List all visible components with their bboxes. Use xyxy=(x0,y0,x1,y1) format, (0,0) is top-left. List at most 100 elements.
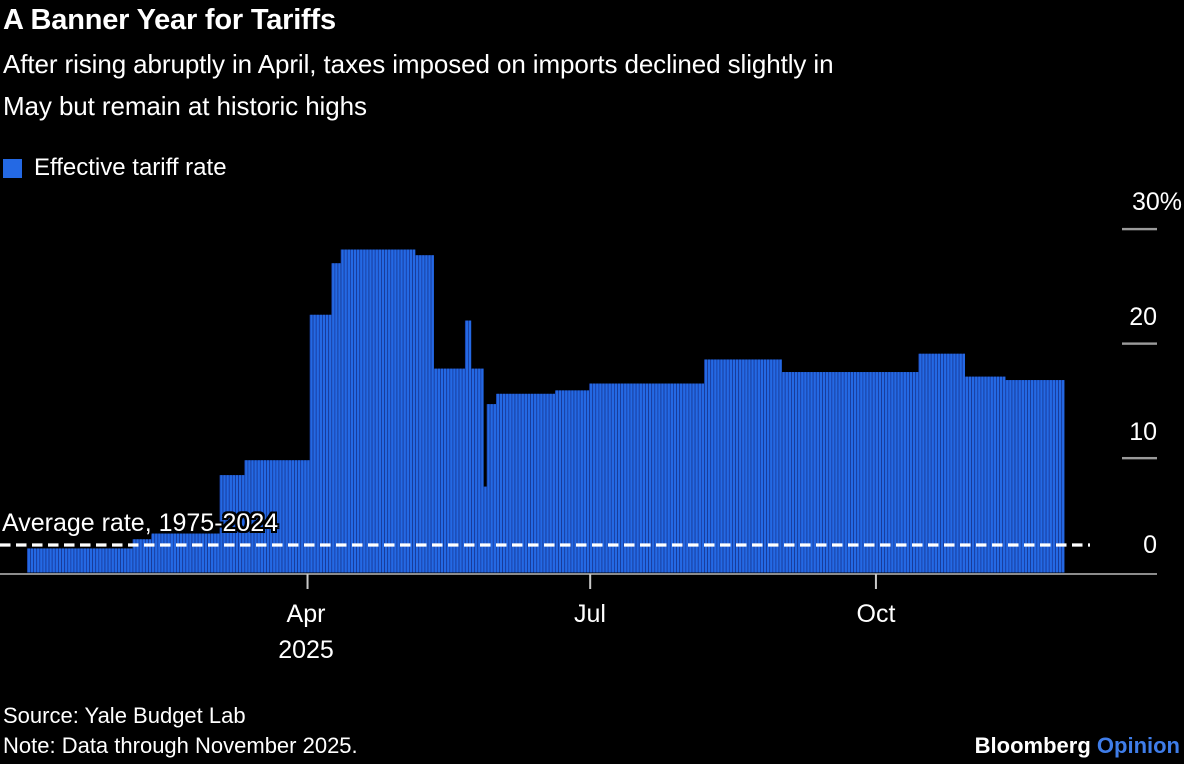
bar-day xyxy=(593,383,596,573)
x-axis-tick xyxy=(589,574,592,589)
bar-day xyxy=(1052,380,1056,573)
bar-day xyxy=(965,376,969,573)
bar-day xyxy=(735,359,739,573)
bar-day xyxy=(956,353,959,573)
bar-day xyxy=(763,359,767,573)
bar-day xyxy=(863,372,866,573)
bar-day xyxy=(1027,380,1031,573)
bar-day xyxy=(732,359,736,573)
bar-day xyxy=(853,372,857,573)
bar-day xyxy=(217,533,220,573)
bar-day xyxy=(999,376,1003,573)
bar-day xyxy=(173,533,177,573)
bar-day xyxy=(298,460,301,573)
bar-day xyxy=(114,548,118,573)
bar-day xyxy=(378,249,382,573)
bar-day xyxy=(453,368,456,573)
bar-day xyxy=(406,249,410,573)
bar-day xyxy=(624,383,627,573)
bar-day xyxy=(124,548,127,573)
bar-day xyxy=(912,372,916,573)
bar-day xyxy=(947,353,950,573)
chart-subtitle-line1: After rising abruptly in April, taxes im… xyxy=(3,49,834,79)
bar-day xyxy=(990,376,993,573)
bar-day xyxy=(80,548,83,573)
bar-day xyxy=(928,353,931,573)
bar-day xyxy=(847,372,851,573)
bar-day xyxy=(40,548,43,573)
bar-day xyxy=(816,372,820,573)
bar-day xyxy=(568,390,571,573)
bar-day xyxy=(645,383,649,573)
bar-day xyxy=(270,460,273,573)
bar-day xyxy=(670,383,674,573)
bar-day xyxy=(742,359,745,573)
bar-day xyxy=(384,249,388,573)
bar-day xyxy=(475,368,478,573)
bar-day xyxy=(148,539,152,573)
bar-day xyxy=(922,353,925,573)
bar-day xyxy=(571,390,574,573)
bar-day xyxy=(906,372,910,573)
bar-day xyxy=(602,383,605,573)
bar-day xyxy=(68,548,71,573)
bar-day xyxy=(186,533,189,573)
y-axis-label-20: 20 xyxy=(1129,303,1157,331)
bar-day xyxy=(950,353,953,573)
bar-day xyxy=(968,376,972,573)
bar-day xyxy=(900,372,903,573)
bar-day xyxy=(310,314,313,573)
bar-day xyxy=(1006,380,1009,573)
bar-day xyxy=(176,533,180,573)
bar-day xyxy=(897,372,900,573)
bar-day xyxy=(499,393,503,573)
bar-day xyxy=(89,548,93,573)
bar-day xyxy=(866,372,869,573)
bar-day xyxy=(431,255,434,573)
bar-day xyxy=(313,314,316,573)
bar-day xyxy=(484,486,487,573)
bar-day xyxy=(748,359,751,573)
bar-day xyxy=(65,548,68,573)
bar-day xyxy=(891,372,894,573)
bar-day xyxy=(673,383,677,573)
bar-day xyxy=(916,372,919,573)
bar-day xyxy=(279,460,282,573)
bar-day xyxy=(189,533,192,573)
bar-day xyxy=(698,383,701,573)
y-axis-label-30: 30% xyxy=(1131,188,1182,216)
bar-day xyxy=(273,460,276,573)
bar-day xyxy=(779,359,782,573)
bar-day xyxy=(751,359,754,573)
bar-day xyxy=(77,548,80,573)
bar-day xyxy=(888,372,891,573)
bar-day xyxy=(903,372,906,573)
bar-day xyxy=(71,548,74,573)
bar-day xyxy=(412,249,416,573)
bar-day xyxy=(1043,380,1046,573)
bar-day xyxy=(30,548,34,573)
bar-day xyxy=(940,353,944,573)
bar-day xyxy=(881,372,885,573)
bar-day xyxy=(350,249,354,573)
bar-day xyxy=(1040,380,1043,573)
bar-day xyxy=(450,368,453,573)
bar-day xyxy=(972,376,975,573)
bar-day xyxy=(832,372,835,573)
bar-day xyxy=(1018,380,1021,573)
bar-day xyxy=(552,393,555,573)
bar-day xyxy=(878,372,882,573)
bar-day xyxy=(74,548,77,573)
bar-day xyxy=(530,393,534,573)
bar-day xyxy=(440,368,444,573)
bar-day xyxy=(397,249,400,573)
bar-day xyxy=(1003,376,1006,573)
bar-day xyxy=(1012,380,1015,573)
bar-day xyxy=(204,533,208,573)
bar-day xyxy=(549,393,552,573)
brand-bloomberg: Bloomberg xyxy=(974,733,1091,758)
bar-day xyxy=(254,460,257,573)
bar-day xyxy=(565,390,568,573)
